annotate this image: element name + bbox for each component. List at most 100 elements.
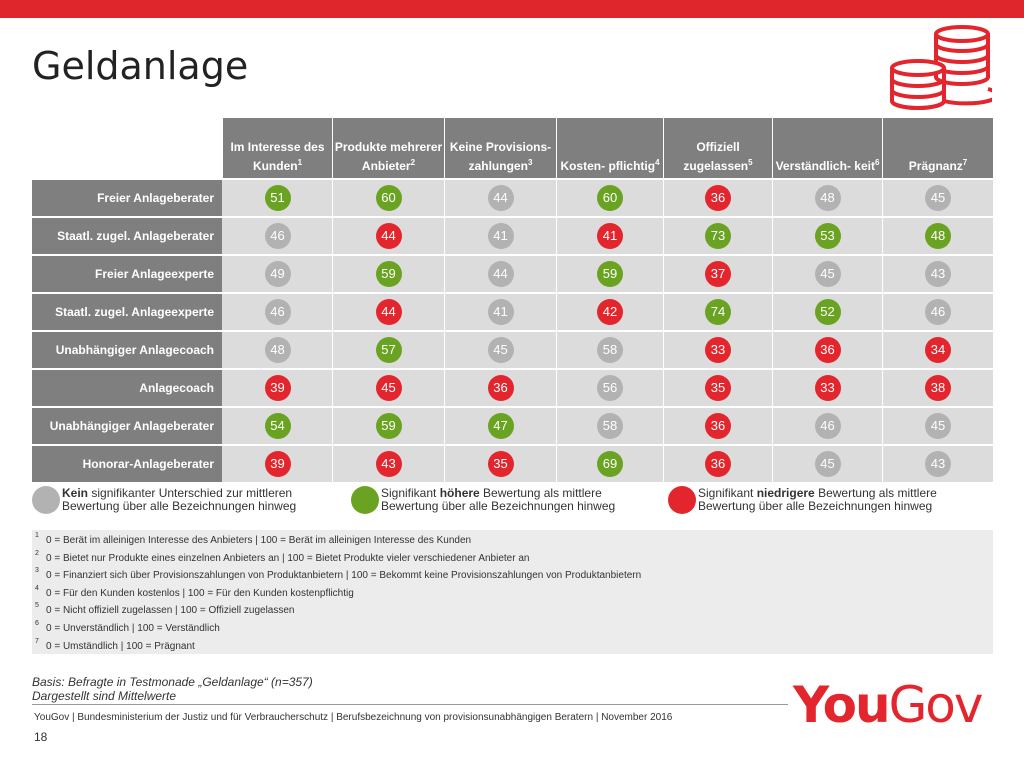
column-header: Verständlich- keit6 [773, 118, 882, 178]
basis-line-2: Dargestellt sind Mittelwerte [32, 689, 177, 703]
row-label: Staatl. zugel. Anlageexperte [32, 294, 222, 330]
footnote-text: 0 = Berät im alleinigen Interesse des An… [46, 535, 472, 546]
legend-text-bold: Kein [62, 486, 89, 500]
column-header: Keine Provisions- zahlungen3 [445, 118, 556, 178]
row-label: Freier Anlageberater [32, 180, 222, 216]
column-divider [663, 118, 664, 484]
footnote-number: 3 [35, 567, 39, 575]
rating-dot: 33 [814, 375, 841, 401]
column-header: Im Interesse des Kunden1 [223, 118, 332, 178]
footnote-number: 2 [35, 549, 39, 557]
footnote-text: 0 = Bietet nur Produkte eines einzelnen … [46, 552, 530, 564]
legend-text-bold: höhere [439, 486, 480, 500]
rating-dot: 39 [264, 375, 291, 401]
rating-dot: 41 [487, 223, 514, 249]
footnote-number: 1 [35, 532, 39, 539]
rating-dot: 73 [705, 223, 731, 249]
column-header: Prägnanz7 [883, 118, 993, 178]
footnotes: 1 0 = Berät im alleinigen Interesse des A… [32, 530, 993, 654]
footnote: 5 0 = Nicht offiziell zugelassen | 100 = … [32, 602, 993, 620]
rating-dot: 48 [814, 185, 841, 211]
column-header-footnote: 3 [527, 158, 533, 167]
legend-text-rest: Bewertung als mittlere Bewertung über al… [698, 486, 937, 513]
page-title: Geldanlage [32, 44, 249, 88]
column-header-label: Kosten- pflichtig4 [560, 158, 660, 173]
footnote-number: 5 [35, 602, 39, 610]
column-divider [332, 118, 333, 484]
row-label: Staatl. zugel. Anlageberater [32, 218, 222, 254]
legend-text-pre: Signifikant [381, 486, 440, 500]
rating-dot: 43 [925, 261, 951, 287]
rating-dot: 49 [264, 261, 291, 287]
column-header-label: Produkte mehrerer Anbieter2 [334, 140, 443, 173]
row-label: Unabhängiger Anlagecoach [32, 332, 222, 368]
rating-dot: 48 [264, 337, 291, 363]
column-header-footnote: 5 [748, 158, 753, 167]
legend-text-bold: niedrigere [756, 486, 815, 500]
rating-dot: 45 [814, 451, 841, 477]
rating-dot: 35 [487, 451, 514, 477]
rating-dot: 45 [375, 375, 402, 401]
footer-text: YouGov | Bundesministerium der Justiz un… [34, 712, 673, 723]
rating-dot: 45 [925, 185, 951, 211]
logo-gov: Gov [888, 676, 984, 734]
rating-dot: 46 [814, 413, 841, 439]
rating-dot: 56 [597, 375, 623, 401]
rating-dot: 36 [814, 337, 841, 363]
rating-dot: 36 [705, 413, 731, 439]
rating-dot: 52 [814, 299, 841, 325]
rating-dot: 44 [487, 261, 514, 287]
rating-dot: 36 [705, 185, 731, 211]
rating-dot: 47 [487, 413, 514, 439]
rating-dot: 44 [487, 185, 514, 211]
legend-text: Signifikant niedrigere Bewertung als mit… [698, 487, 978, 513]
footnote: 6 0 = Unverständlich | 100 = Verständlich [32, 620, 993, 638]
footnote-number: 6 [35, 619, 39, 627]
yougov-logo: YouGov [793, 676, 984, 734]
rating-dot: 59 [375, 413, 402, 439]
rating-dot: 60 [375, 185, 402, 211]
legend-text: Kein signifikanter Unterschied zur mittl… [62, 487, 342, 513]
column-header-label: Im Interesse des Kunden1 [230, 140, 325, 173]
top-accent-bar [0, 0, 1024, 18]
column-header-label: Keine Provisions- zahlungen3 [449, 140, 552, 173]
legend-text-rest: Bewertung als mittlere Bewertung über al… [381, 486, 616, 513]
rating-dot: 34 [925, 337, 951, 363]
column-header: Produkte mehrerer Anbieter2 [333, 118, 444, 178]
row-label: Freier Anlageexperte [32, 256, 222, 292]
rating-dot: 48 [925, 223, 951, 249]
column-header-footnote: 4 [655, 158, 660, 167]
legend-text-rest: signifikanter Unterschied zur mittleren … [62, 486, 297, 513]
rating-dot: 58 [597, 413, 623, 439]
rating-dot: 44 [375, 223, 402, 249]
legend-dot [351, 486, 379, 514]
rating-dot: 39 [264, 451, 291, 477]
footnote: 1 0 = Berät im alleinigen Interesse des A… [32, 532, 993, 550]
basis-line-1: Basis: Befragte in Testmonade „Geldanlag… [32, 675, 313, 689]
rating-dot: 36 [705, 451, 731, 477]
column-header-footnote: 6 [874, 158, 880, 167]
legend-dot [32, 486, 60, 514]
footnote: 7 0 = Umständlich | 100 = Prägnant [32, 638, 993, 656]
row-label: Honorar-Anlageberater [32, 446, 222, 482]
rating-dot: 43 [925, 451, 951, 477]
rating-dot: 44 [375, 299, 402, 325]
rating-dot: 59 [597, 261, 623, 287]
coin-stack-icon [890, 25, 992, 110]
rating-dot: 43 [375, 451, 402, 477]
rating-dot: 54 [264, 413, 291, 439]
footnote-text: 0 = Umständlich | 100 = Prägnant [46, 640, 195, 652]
legend-text-pre: Signifikant [698, 486, 757, 500]
rating-dot: 33 [705, 337, 731, 363]
rating-dot: 57 [375, 337, 402, 363]
rating-dot: 35 [705, 375, 731, 401]
rating-dot: 41 [597, 223, 623, 249]
rating-dot: 51 [264, 185, 291, 211]
rating-dot: 37 [705, 261, 731, 287]
column-header-footnote: 1 [297, 158, 303, 167]
column-header-label: Verständlich- keit6 [775, 158, 880, 173]
column-divider [444, 118, 445, 484]
rating-dot: 41 [487, 299, 514, 325]
footnote-text: 0 = Unverständlich | 100 = Verständlich [46, 622, 220, 634]
footnote: 2 0 = Bietet nur Produkte eines einzelnen… [32, 550, 993, 568]
